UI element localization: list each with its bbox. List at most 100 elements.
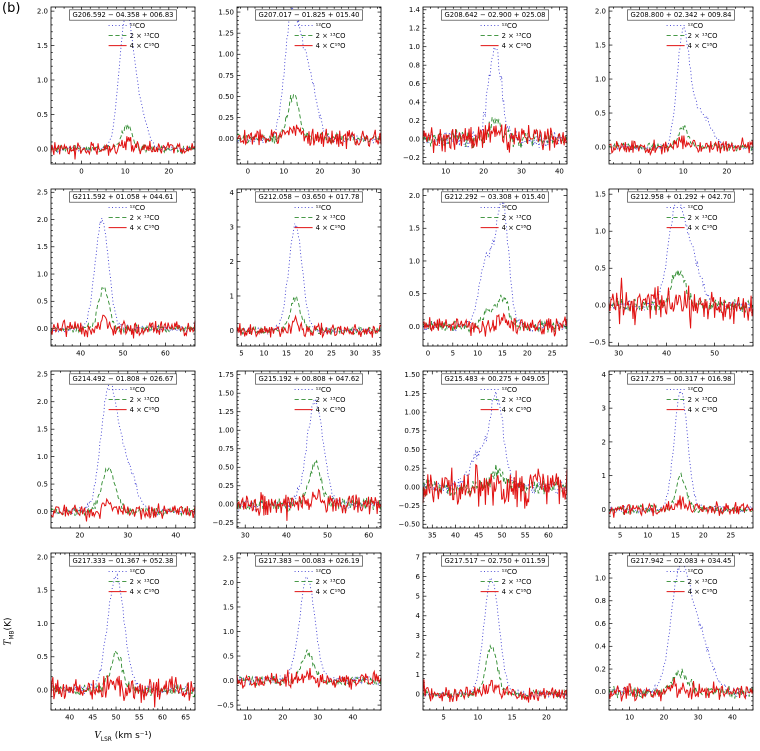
y-tick-label: 0.8 <box>409 62 420 70</box>
panel-title: G212.058 − 03.650 + 017.78 <box>259 193 360 201</box>
12co-spectrum-line <box>236 5 382 145</box>
x-tick-label: 25 <box>327 350 336 358</box>
c18o-spectrum-line <box>236 124 382 150</box>
tick-labels: 0 10 20 30 0.00 0.25 0.50 0.75 1.00 1.25 1.50 <box>218 9 360 176</box>
x-tick-label: 10 <box>121 168 130 176</box>
13co-spectrum-line <box>50 649 196 698</box>
13co-spectrum-line <box>422 294 568 333</box>
tick-labels: 40 45 50 55 60 65 0.0 0.5 1.0 1.5 2.0 <box>37 553 190 721</box>
panel-title-box: G212.058 − 03.650 + 017.78 <box>255 191 363 203</box>
panel-title-box: G206.592 − 04.358 + 006.83 <box>69 9 177 21</box>
panel-title-box: G214.492 − 01.808 + 026.67 <box>69 373 177 385</box>
13co-spectrum-line <box>236 649 382 686</box>
y-tick-label: 3 <box>230 223 234 231</box>
panel-legend: ¹²CO 2 × ¹³CO 4 × C¹⁸O <box>666 22 717 50</box>
panel-legend: ¹²CO 2 × ¹³CO 4 × C¹⁸O <box>294 204 346 232</box>
c18o-spectrum-line <box>608 135 754 157</box>
x-tick-label: 20 <box>479 168 488 176</box>
y-tick-label: 1.00 <box>218 427 234 435</box>
y-tick-label: 0.6 <box>595 620 607 628</box>
spectrum-panel: 0 5 10 15 20 25 0.0 0.5 1.0 1.5 2.0 G212.292 − 03.3… <box>409 188 568 358</box>
12co-spectrum-line <box>50 10 196 154</box>
panel-title-box: G217.517 − 02.750 + 011.59 <box>441 555 549 567</box>
legend-label: 4 × C¹⁸O <box>130 224 160 232</box>
13co-spectrum-line <box>608 668 754 699</box>
y-tick-label: 0.6 <box>409 80 421 88</box>
spectrum-panel: 0 10 20 0.0 0.5 1.0 1.5 2.0 G208.800 + 02.342 + … <box>595 6 754 176</box>
x-tick-label: 10 <box>279 168 288 176</box>
spectrum-panel: 30 40 50 60 −0.25 0.00 0.25 0.50 0.75 1.00 1.25 1.5… <box>213 370 382 540</box>
y-tick-label: 1.25 <box>218 408 234 416</box>
c18o-spectrum-line <box>608 495 754 518</box>
y-axis-subscript: MB <box>9 630 16 640</box>
legend-label: 2 × ¹³CO <box>130 32 160 40</box>
spectrum-panel: 35 40 45 50 55 60 −0.50 −0.25 0.00 0.25 0.50 0.75 1.… <box>399 370 568 540</box>
legend-label: ¹²CO <box>688 204 704 212</box>
c18o-spectrum-line <box>422 312 568 337</box>
axes-frame <box>236 6 382 165</box>
spectra-grid: 0 10 20 0.0 0.5 1.0 1.5 2.0 G206.592 − 04.358 + … <box>16 3 760 731</box>
legend-label: 2 × ¹³CO <box>316 214 346 222</box>
y-tick-label: 7 <box>416 553 420 561</box>
legend-label: 2 × ¹³CO <box>502 32 532 40</box>
panel-legend: ¹²CO 2 × ¹³CO 4 × C¹⁸O <box>666 204 718 232</box>
x-tick-label: 15 <box>671 532 680 540</box>
tick-labels: 5 10 15 20 0 1 2 3 4 5 6 7 <box>416 553 551 721</box>
panel-title: G207.017 − 01.825 + 015.40 <box>259 11 360 19</box>
legend-label: 4 × C¹⁸O <box>130 588 160 596</box>
x-tick-label: 35 <box>372 350 381 358</box>
legend-label: 4 × C¹⁸O <box>502 224 532 232</box>
y-tick-label: 2.0 <box>409 192 420 200</box>
y-tick-label: 0.8 <box>595 597 606 605</box>
x-tick-label: 10 <box>643 532 652 540</box>
y-tick-label: 0.0 <box>37 325 48 333</box>
axes-frame <box>608 552 754 711</box>
x-tick-label: 0 <box>246 168 250 176</box>
y-tick-label: 3 <box>602 405 606 413</box>
panel-title: G208.642 − 02.900 + 025.08 <box>445 11 546 19</box>
x-tick-label: 30 <box>123 532 132 540</box>
legend-label: 4 × C¹⁸O <box>688 406 718 414</box>
legend-label: 4 × C¹⁸O <box>502 42 532 50</box>
legend-label: ¹²CO <box>130 204 146 212</box>
legend-label: 4 × C¹⁸O <box>130 42 160 50</box>
panel-title: G217.333 − 01.367 + 052.38 <box>73 557 174 565</box>
y-tick-label: 5 <box>416 593 420 601</box>
y-tick-label: 1.0 <box>37 76 48 84</box>
axes-frame <box>236 552 382 711</box>
x-tick-label: 0 <box>426 350 430 358</box>
y-tick-label: 1.00 <box>404 409 420 417</box>
y-tick-label: 0.50 <box>404 446 420 454</box>
y-tick-label: 1.2 <box>409 25 420 33</box>
12co-spectrum-line <box>422 577 568 699</box>
legend-label: 4 × C¹⁸O <box>688 224 718 232</box>
axis-ticks <box>236 189 382 346</box>
y-tick-label: 0.5 <box>595 109 606 117</box>
y-tick-label: −0.50 <box>399 521 420 529</box>
y-tick-label: 2.5 <box>37 189 48 197</box>
legend-label: ¹²CO <box>502 568 518 576</box>
panel-legend: ¹²CO 2 × ¹³CO 4 × C¹⁸O <box>108 22 160 50</box>
x-tick-label: 25 <box>548 350 557 358</box>
tick-labels: 0 5 10 15 20 25 0.0 0.5 1.0 1.5 2.0 <box>409 192 557 358</box>
c18o-spectrum-line <box>50 314 196 339</box>
x-tick-label: 20 <box>315 168 324 176</box>
spectrum-panel: 10 20 30 40 −0.5 0.0 0.5 1.0 1.5 2.0 2.5 G217.383 −… <box>217 552 382 722</box>
panel-title-box: G217.275 − 00.317 + 016.98 <box>627 373 735 385</box>
y-tick-label: 1.5 <box>409 225 420 233</box>
x-tick-label: 45 <box>88 714 97 722</box>
y-tick-label: 0.0 <box>37 686 48 694</box>
x-tick-label: 40 <box>451 532 460 540</box>
y-tick-label: −0.25 <box>213 519 234 527</box>
y-tick-label: 0.4 <box>595 643 607 651</box>
panel-title: G208.800 + 02.342 + 009.84 <box>631 11 732 19</box>
x-tick-label: 10 <box>625 714 634 722</box>
y-tick-label: 4 <box>230 189 235 197</box>
c18o-spectrum-line <box>608 677 754 702</box>
y-tick-label: 0.0 <box>223 677 234 685</box>
c18o-spectrum-line <box>422 679 568 703</box>
panel-title-box: G217.333 − 01.367 + 052.38 <box>69 555 177 567</box>
x-tick-label: 20 <box>722 168 731 176</box>
12co-spectrum-line <box>608 389 754 515</box>
x-tick-label: 20 <box>305 350 314 358</box>
